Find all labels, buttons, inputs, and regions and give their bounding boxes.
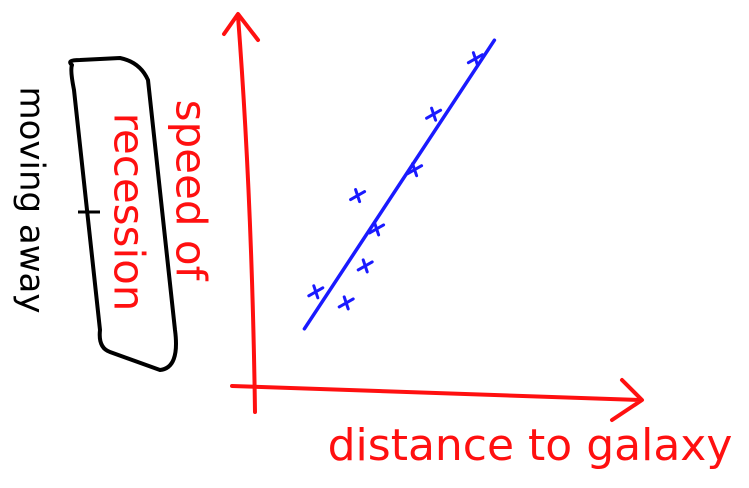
- y-axis-label: speed of: [167, 100, 216, 282]
- label-box: [68, 56, 178, 372]
- data-point: [425, 106, 443, 122]
- x-axis-label: distance to galaxy: [328, 420, 733, 471]
- annotation: moving away: [12, 86, 52, 313]
- data-point: [349, 188, 367, 204]
- data-point: [356, 258, 374, 274]
- data-point: [337, 295, 355, 311]
- y-axis: [222, 12, 260, 414]
- data-point: [307, 284, 325, 300]
- data-point: [466, 51, 484, 67]
- data-point: [406, 162, 424, 178]
- x-axis: [230, 378, 644, 422]
- data-point: [368, 221, 386, 237]
- y-axis-label: recession: [105, 113, 154, 312]
- fit-line: [302, 38, 497, 331]
